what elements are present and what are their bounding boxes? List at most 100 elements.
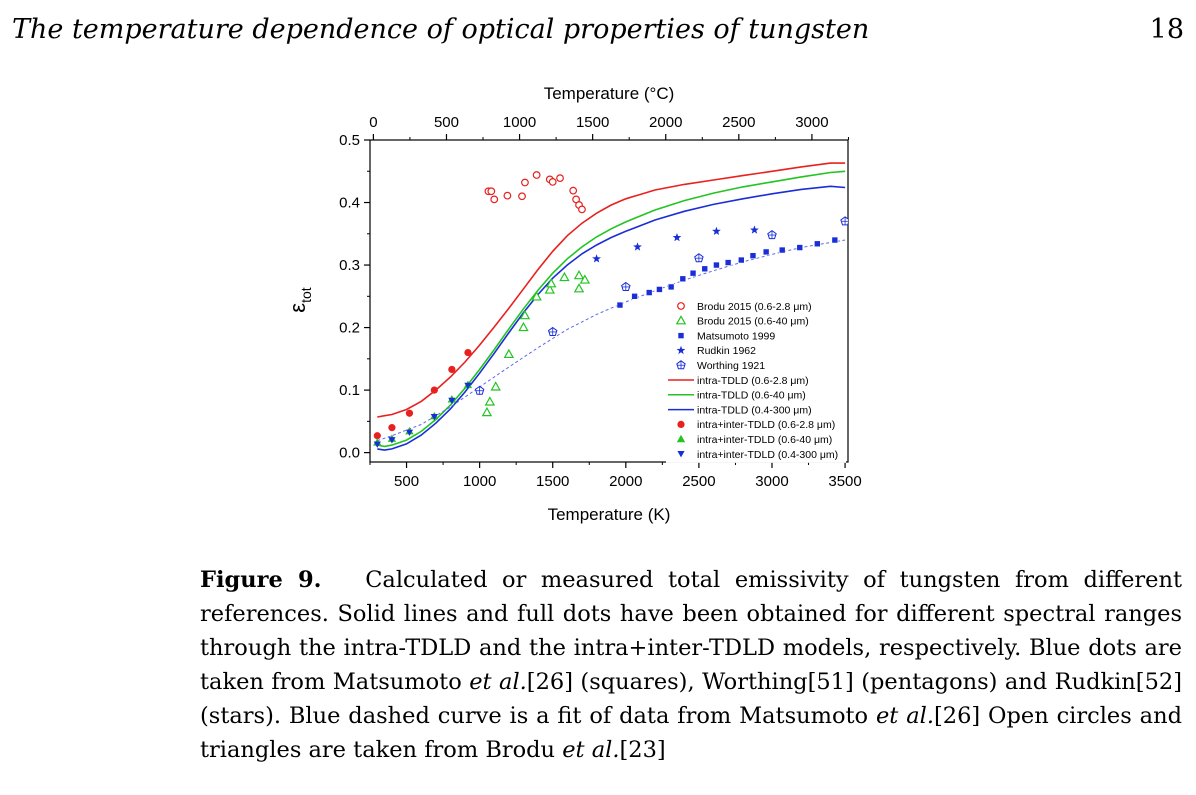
caption-text-3: [26] Open circles and triangles are take… [200, 703, 1182, 763]
x2-tick-label: 1000 [503, 114, 536, 131]
legend-label: intra+inter-TDLD (0.6-40 μm) [697, 434, 832, 446]
data-point-0 [487, 187, 496, 196]
data-point-1 [573, 283, 585, 293]
data-point-8 [373, 432, 381, 440]
x2-axis-label: Temperature (°C) [544, 84, 675, 103]
y-axis-label: εtot [285, 287, 314, 312]
legend-swatch-marker [676, 434, 686, 443]
data-point-0 [521, 178, 529, 187]
data-point-0 [490, 195, 499, 204]
series-line-5 [377, 162, 846, 418]
pentagon-outline [840, 216, 848, 226]
series-line-6 [377, 170, 846, 448]
data-point-0 [556, 174, 564, 183]
data-point-2 [667, 283, 675, 291]
data-point-3 [750, 225, 759, 234]
data-point-1 [484, 396, 496, 406]
caption-etal-3: et al. [562, 737, 620, 763]
x2-tick-label: 2000 [649, 114, 682, 131]
legend-swatch-marker [677, 451, 685, 458]
data-point-2 [679, 275, 687, 283]
data-point-3 [712, 226, 721, 236]
data-point-2 [656, 286, 663, 293]
x2-tick-label: 1500 [576, 114, 609, 131]
y-tick-label: 0.1 [339, 382, 360, 399]
data-point-1 [518, 321, 529, 332]
legend-swatch-marker [676, 360, 686, 370]
data-point-1 [490, 381, 501, 391]
legend-label: intra+inter-TDLD (0.4-300 μm) [697, 449, 838, 461]
legend-swatch-marker [677, 332, 685, 339]
x-tick-label: 1000 [463, 473, 496, 490]
legend-label: intra-TDLD (0.6-2.8 μm) [697, 375, 809, 387]
data-point-2 [616, 301, 624, 309]
x-tick-label: 2000 [609, 473, 642, 490]
legend-label: Brodu 2015 (0.6-2.8 μm) [697, 301, 812, 313]
emissivity-chart: 500 1000 1500 2000 2500 3000 3500 0 500 1000 1500 2… [285, 84, 862, 524]
data-point-8 [388, 424, 396, 432]
figure-caption: Figure 9. Calculated or measured total e… [200, 563, 1182, 767]
page-number: 18 [1149, 14, 1184, 45]
data-point-1 [559, 271, 570, 282]
x-axis-label: Temperature (K) [548, 505, 671, 524]
data-point-1 [503, 348, 515, 359]
series-line-7 [377, 185, 846, 451]
y-tick-label: 0.3 [339, 257, 360, 274]
data-point-4 [474, 385, 485, 395]
data-point-0 [569, 186, 578, 195]
data-point-2 [737, 256, 745, 264]
legend-label: intra+inter-TDLD (0.6-2.8 μm) [697, 419, 835, 431]
data-point-10 [405, 429, 414, 437]
data-point-10 [464, 382, 472, 390]
data-point-3 [592, 254, 601, 263]
legend-label: intra-TDLD (0.6-40 μm) [697, 390, 806, 402]
legend-label: Worthing 1921 [697, 360, 765, 372]
data-point-1 [579, 274, 591, 284]
data-point-1 [531, 291, 542, 301]
data-point-2 [749, 252, 757, 259]
data-point-8 [464, 348, 472, 357]
x-tick-label: 2500 [682, 473, 715, 490]
data-point-4 [694, 253, 704, 263]
data-point-2 [796, 244, 804, 251]
figure-label: Figure 9. [200, 567, 322, 593]
data-point-3 [633, 242, 642, 251]
caption-text-2: [26] (squares), Worthing[51] (pentagons)… [200, 669, 1182, 729]
legend-label: Rudkin 1962 [697, 345, 756, 357]
data-point-2 [762, 248, 770, 256]
x2-tick-label: 0 [369, 114, 377, 131]
data-point-1 [544, 284, 556, 294]
legend-label: Matsumoto 1999 [697, 330, 775, 342]
caption-text-4: [23] [619, 737, 666, 763]
x2-tick-label: 2500 [722, 114, 755, 131]
legend-bg [666, 299, 846, 463]
legend-label: Brodu 2015 (0.6-40 μm) [697, 316, 809, 328]
legend-swatch-marker [676, 345, 686, 355]
x2-tick-label: 3000 [795, 114, 828, 131]
plot-frame [369, 139, 849, 463]
data-point-8 [448, 365, 456, 374]
data-point-2 [831, 236, 839, 244]
data-point-0 [548, 177, 557, 186]
data-point-4 [767, 230, 777, 240]
data-point-2 [631, 293, 638, 300]
data-point-1 [481, 406, 493, 417]
data-point-1 [519, 309, 531, 320]
legend-swatch-marker [677, 420, 685, 428]
y-tick-label: 0.5 [339, 132, 360, 149]
x2-tick-label: 500 [434, 114, 459, 131]
legend-swatch-marker [675, 315, 687, 325]
fit-dashed-line [377, 239, 846, 442]
data-point-2 [701, 265, 709, 273]
data-point-0 [503, 191, 512, 200]
running-title: The temperature dependence of optical pr… [12, 14, 870, 45]
data-point-10 [373, 441, 381, 448]
legend-swatch-marker [677, 302, 685, 310]
data-point-1 [546, 278, 557, 288]
caption-etal-1: et al. [469, 669, 527, 695]
x-tick-label: 1500 [536, 473, 569, 490]
data-point-2 [713, 261, 720, 269]
y-tick-label: 0.0 [339, 445, 360, 462]
y-tick-label: 0.4 [339, 195, 360, 212]
data-point-2 [814, 240, 821, 248]
